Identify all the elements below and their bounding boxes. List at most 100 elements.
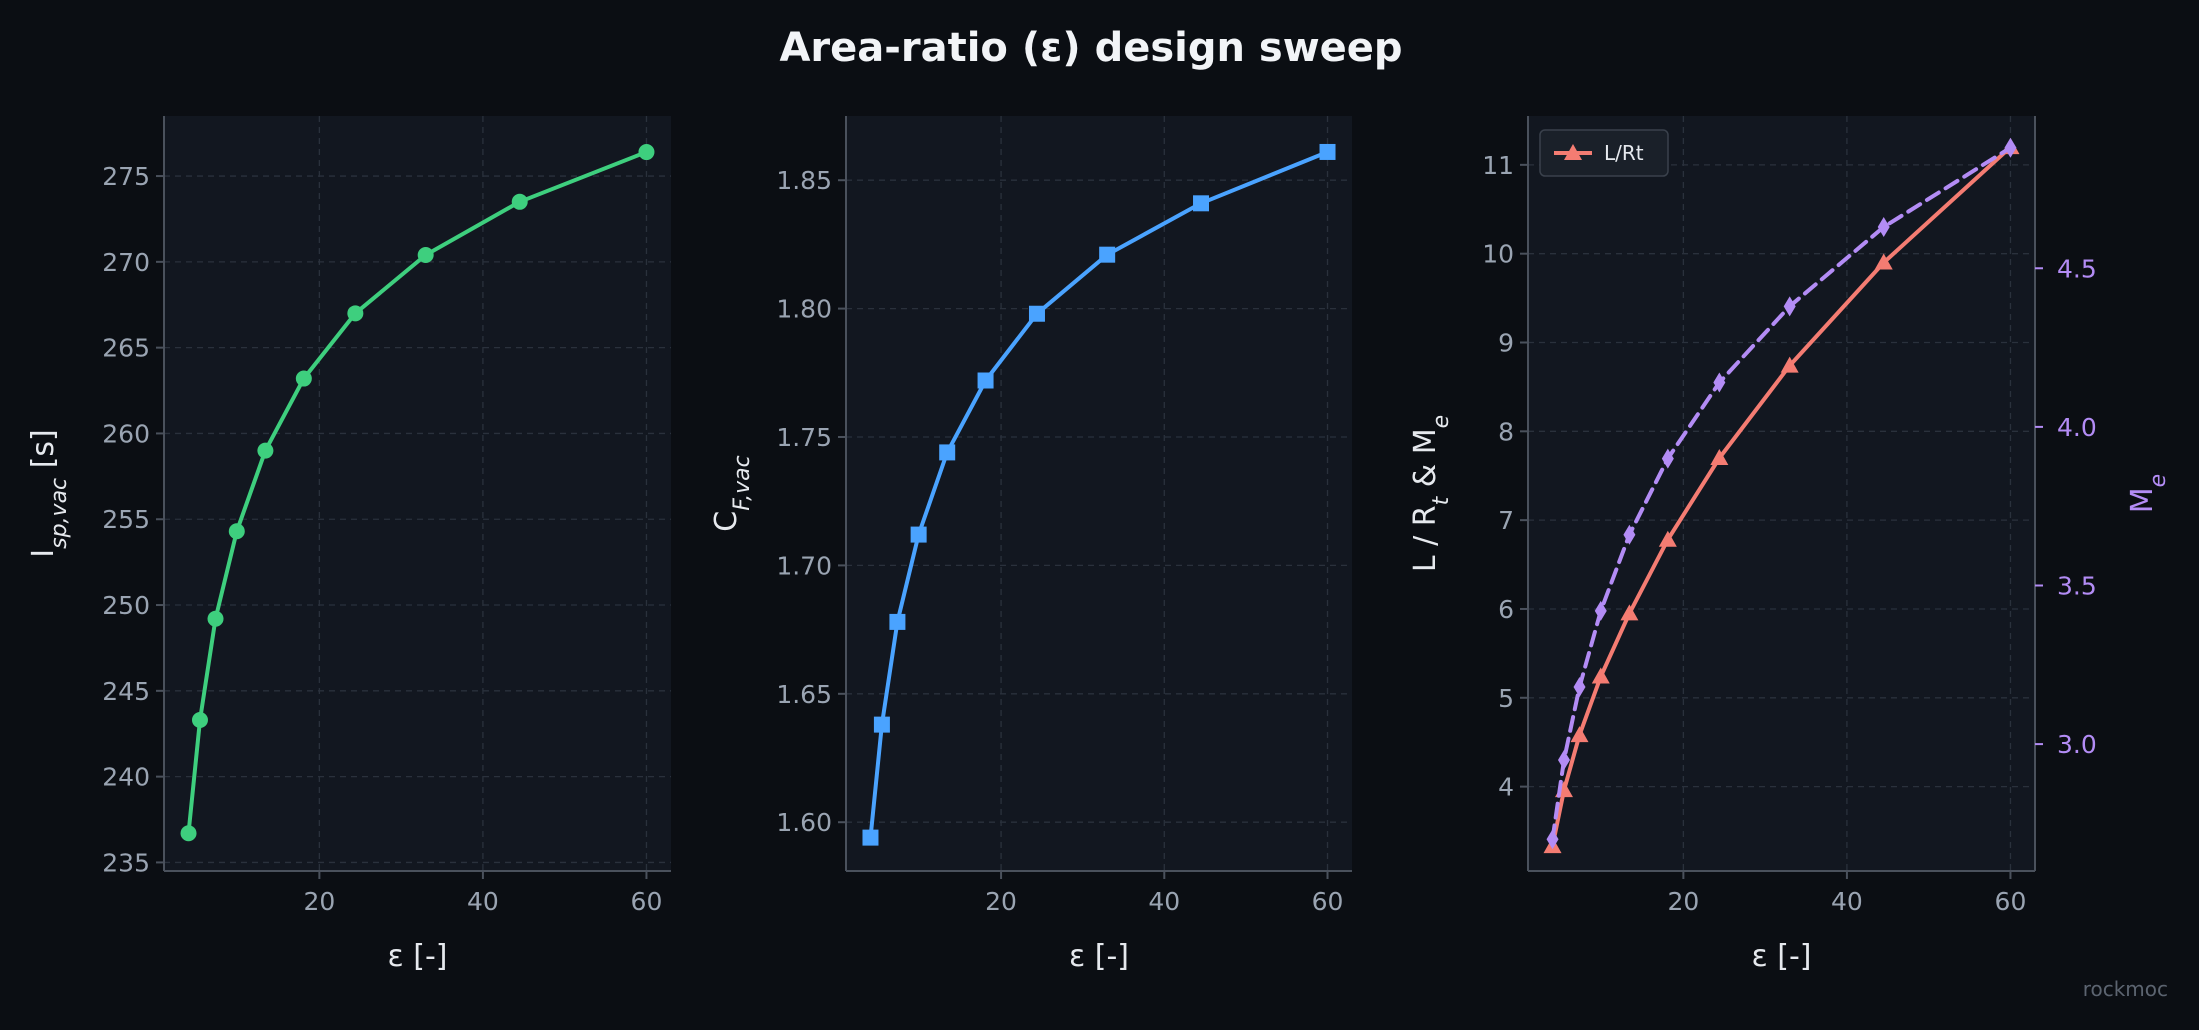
- data-point: [1546, 829, 1559, 850]
- data-point: [2004, 137, 2017, 158]
- data-point: [1623, 524, 1636, 545]
- y-tick-label: 255: [102, 505, 150, 534]
- series-line: [186, 150, 649, 836]
- series-line: [868, 150, 1330, 840]
- y-tick-label: 6: [1498, 595, 1514, 624]
- data-point: [1661, 448, 1674, 469]
- watermark: rockmoc: [2083, 977, 2168, 1001]
- series-2: [1546, 137, 2017, 850]
- data-point: [910, 526, 927, 543]
- y-tick-label: 8: [1498, 417, 1514, 446]
- y-tick-label: 245: [102, 677, 150, 706]
- y-right-tick-label: 4.5: [2057, 254, 2097, 283]
- legend-marker: [1564, 144, 1582, 160]
- data-point: [191, 712, 208, 728]
- y-axis-label: L / Rt & Me: [1408, 415, 1454, 572]
- chart-panel-1: 20 40 60 235 240 245 250 255 260 265 270 275 ε [-] Is…: [26, 116, 671, 974]
- y-tick-label: 10: [1482, 240, 1514, 269]
- data-point: [257, 442, 274, 459]
- data-point: [1713, 372, 1726, 393]
- chart-panels: 20 40 60 235 240 245 250 255 260 265 270 275 ε [-] Is…: [26, 116, 2171, 974]
- y-tick-label: 7: [1498, 506, 1514, 535]
- legend-box: [1539, 129, 1669, 177]
- y-right-tick-label: 4.0: [2057, 413, 2097, 442]
- y-tick-label: 260: [102, 419, 150, 448]
- x-axis-label: ε [-]: [1752, 939, 1812, 974]
- x-tick-label: 40: [467, 887, 499, 916]
- data-point: [295, 370, 312, 387]
- data-point: [1573, 677, 1586, 698]
- y-tick-label: 275: [102, 162, 150, 191]
- y-tick-label: 235: [102, 848, 150, 877]
- y-tick-label: 240: [102, 763, 150, 792]
- data-point: [1594, 600, 1607, 621]
- chart-panel-2: 20 40 60 1.60 1.65 1.70 1.75 1.80 1.85 ε [-] CF,va…: [709, 116, 1352, 974]
- data-point: [1620, 604, 1639, 621]
- x-tick-label: 40: [1148, 887, 1180, 916]
- y-tick-label: 270: [102, 248, 150, 277]
- x-tick-label: 20: [985, 887, 1017, 916]
- data-point: [1570, 726, 1589, 743]
- x-axis-label: ε [-]: [388, 939, 448, 974]
- data-point: [1877, 217, 1890, 238]
- y-right-axis-label: Me: [2125, 474, 2171, 513]
- data-point: [638, 144, 655, 161]
- data-point: [939, 444, 956, 461]
- series-line: [1550, 145, 2013, 849]
- y-right-tick-label: 3.0: [2057, 730, 2097, 759]
- x-tick-label: 20: [303, 887, 335, 916]
- y-tick-label: 1.85: [776, 166, 832, 195]
- data-point: [873, 716, 890, 733]
- y-tick-label: 1.75: [776, 423, 832, 452]
- data-point: [228, 523, 245, 540]
- data-point: [1028, 305, 1045, 322]
- y-tick-label: 250: [102, 591, 150, 620]
- axes-background: [846, 116, 1352, 871]
- x-axis-label: ε [-]: [1069, 939, 1129, 974]
- legend: L/Rt: [1539, 129, 1669, 177]
- legend-label: L/Rt: [1604, 141, 1644, 165]
- y-tick-label: 5: [1498, 684, 1514, 713]
- y-tick-label: 265: [102, 334, 150, 363]
- axes-background: [164, 116, 671, 871]
- data-point: [1319, 143, 1336, 160]
- axes-background: [1528, 116, 2035, 871]
- data-point: [1658, 530, 1677, 547]
- data-point: [1710, 448, 1729, 465]
- series-1: [180, 144, 655, 842]
- x-tick-label: 20: [1667, 887, 1699, 916]
- data-point: [180, 825, 197, 842]
- series-line: [1550, 145, 2013, 842]
- y-tick-label: 11: [1482, 151, 1514, 180]
- y-tick-label: 4: [1498, 773, 1514, 802]
- figure-title: Area-ratio (ε) design sweep: [779, 25, 1402, 71]
- data-point: [1099, 246, 1116, 263]
- y-tick-label: 1.80: [776, 295, 832, 324]
- data-point: [1193, 195, 1210, 212]
- y-tick-label: 1.65: [776, 680, 832, 709]
- y-tick-label: 9: [1498, 329, 1514, 358]
- data-point: [417, 246, 434, 263]
- x-tick-label: 60: [631, 887, 663, 916]
- data-point: [511, 193, 528, 210]
- y-tick-label: 1.60: [776, 808, 832, 837]
- series-1: [862, 143, 1336, 846]
- x-tick-label: 40: [1831, 887, 1863, 916]
- data-point: [1557, 749, 1570, 770]
- data-point: [1783, 296, 1796, 317]
- data-point: [1591, 667, 1610, 684]
- y-right-tick-label: 3.5: [2057, 571, 2097, 600]
- x-tick-label: 60: [1995, 887, 2027, 916]
- data-point: [862, 829, 879, 846]
- chart-panel-3: 20 40 60 4 5 6 7 8 9 10 11 3.0 3.5 4.0 4.5 ε [-] L / Rt …: [1408, 116, 2171, 974]
- data-point: [889, 613, 906, 630]
- data-point: [977, 372, 994, 389]
- data-point: [1874, 253, 1893, 270]
- y-tick-label: 1.70: [776, 551, 832, 580]
- data-point: [347, 305, 364, 322]
- y-axis-label: Isp,vac [s]: [26, 429, 72, 557]
- data-point: [1780, 356, 1799, 373]
- x-tick-label: 60: [1312, 887, 1344, 916]
- data-point: [207, 610, 224, 627]
